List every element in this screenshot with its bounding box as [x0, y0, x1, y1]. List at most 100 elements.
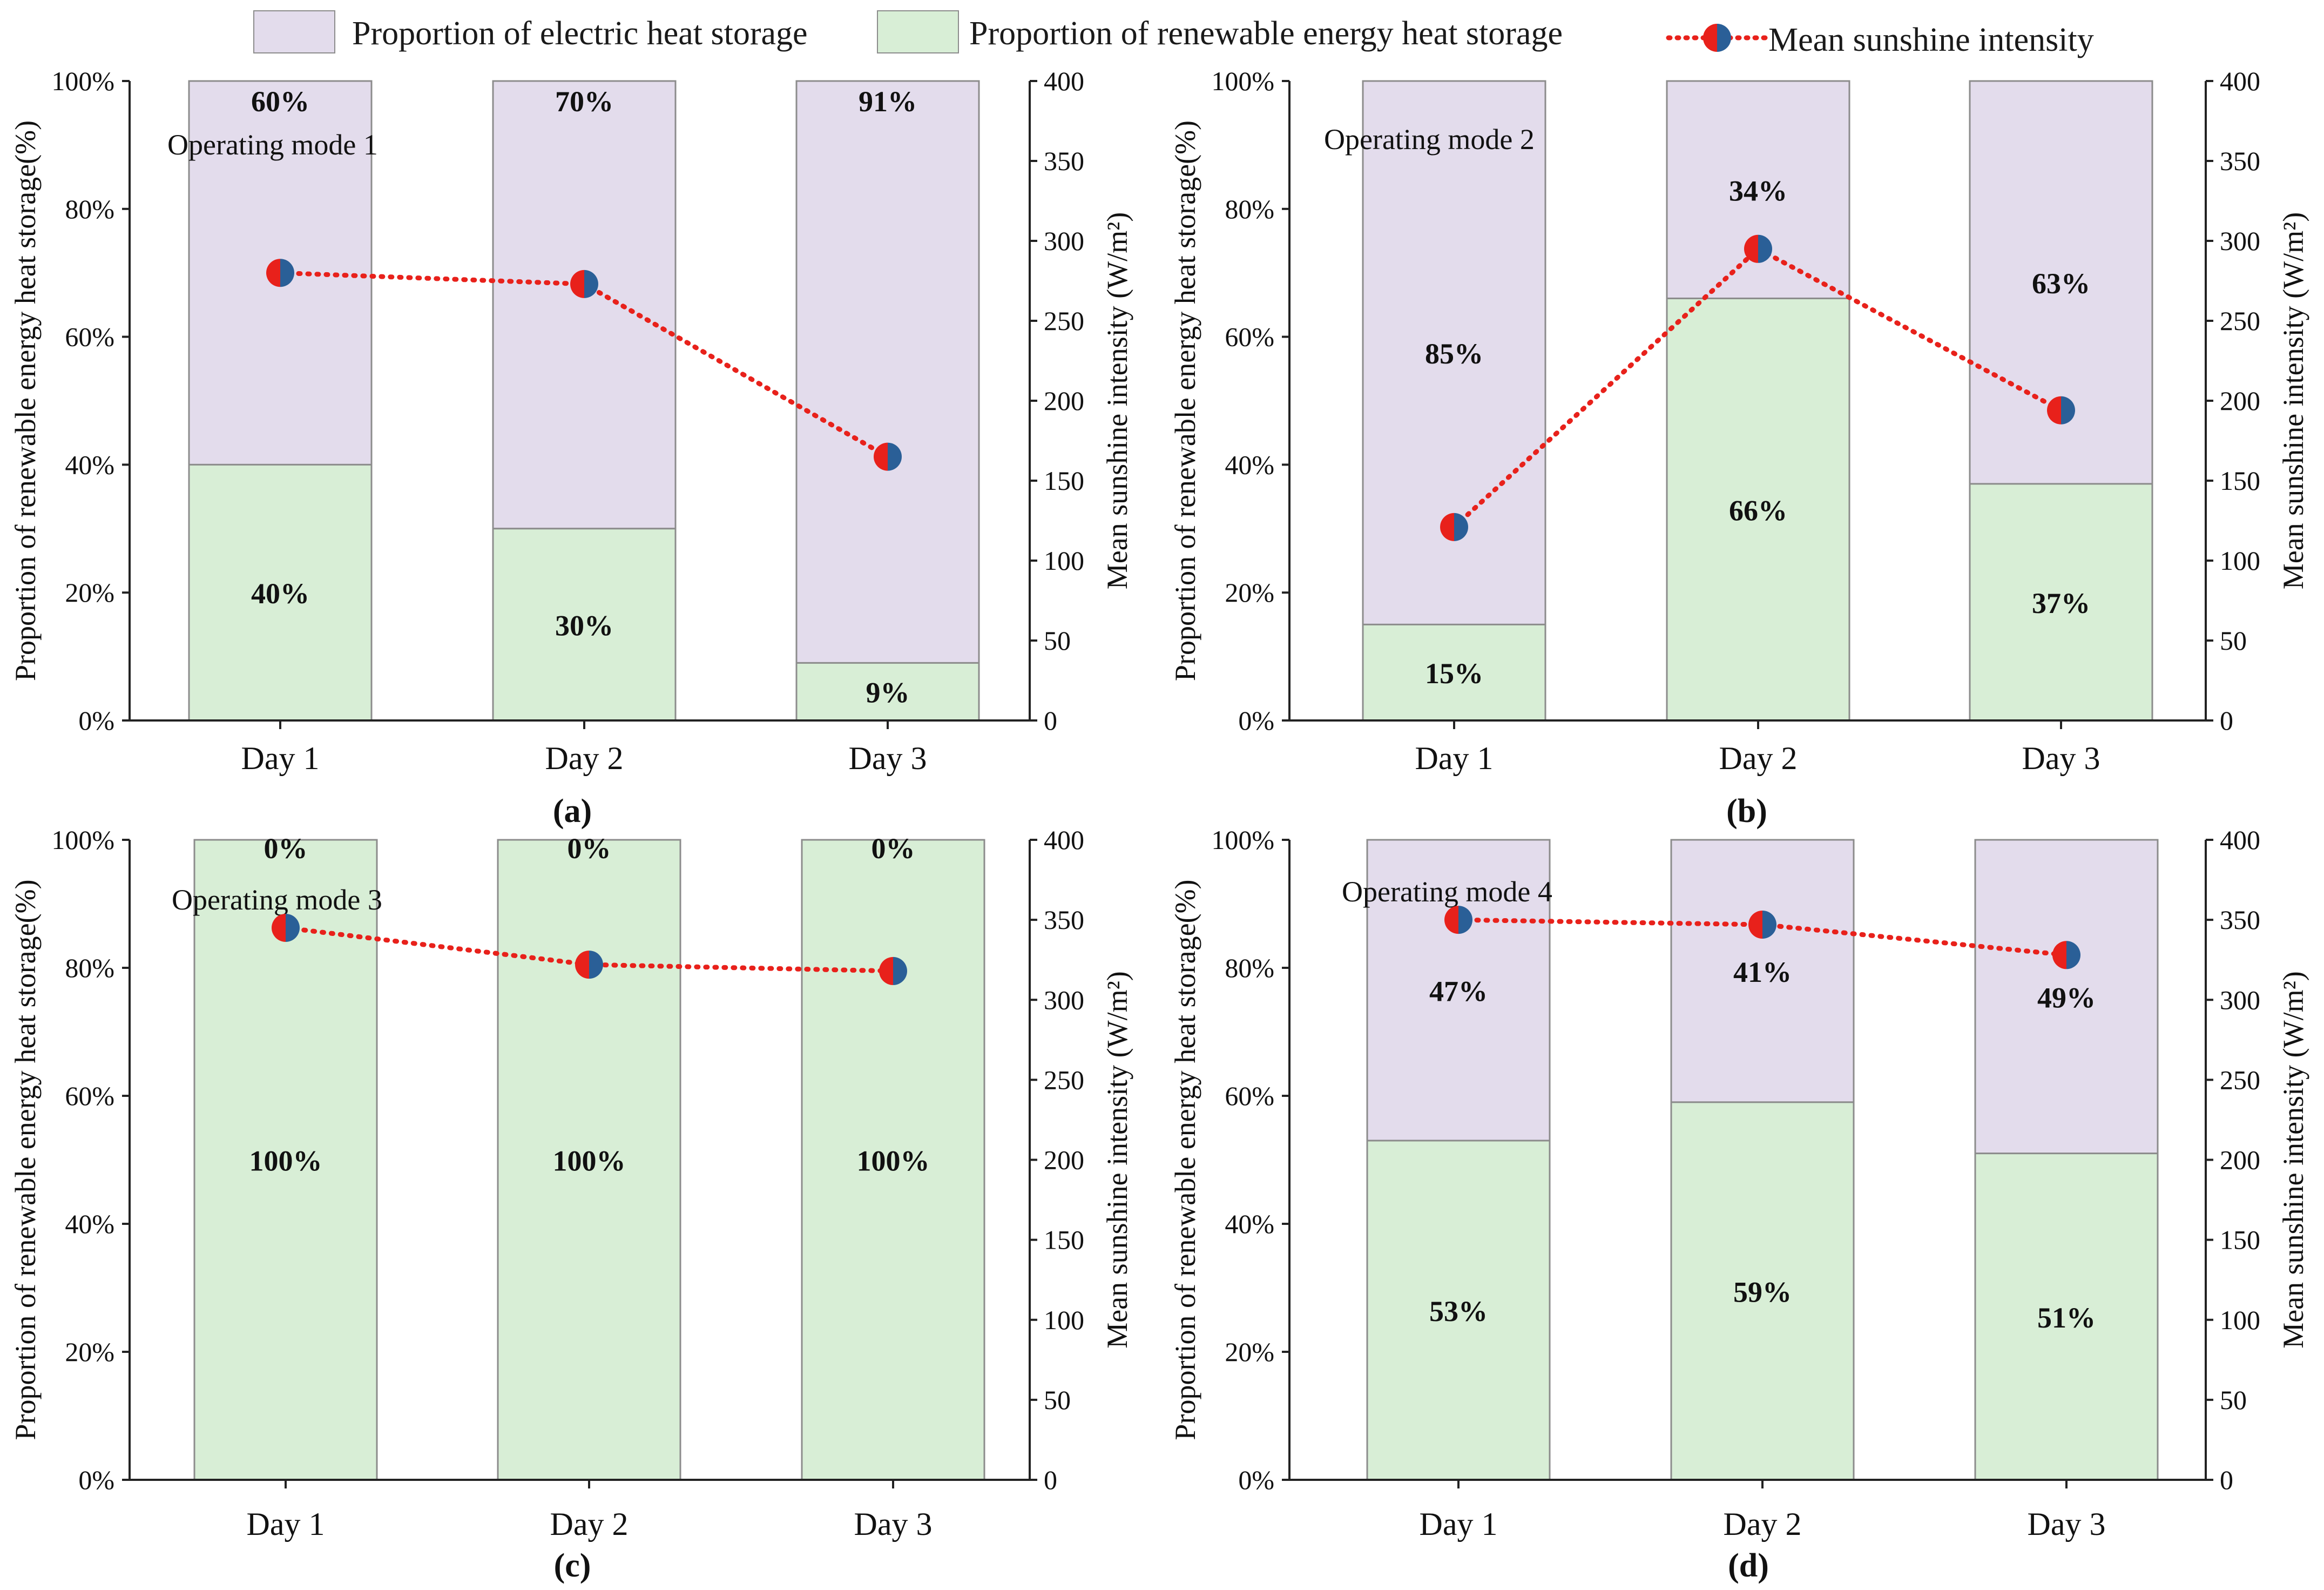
- renewable-bar-label: 9%: [866, 677, 910, 709]
- x-tick-label: Day 1: [247, 1506, 325, 1542]
- renewable-bar-label: 37%: [2032, 587, 2090, 619]
- y-tick-label: 100%: [51, 66, 114, 96]
- y2-tick-label: 0: [1044, 705, 1057, 736]
- electric-bar-label: 0%: [264, 832, 308, 865]
- y-tick-label: 80%: [65, 194, 114, 224]
- y-tick-label: 20%: [1225, 577, 1274, 608]
- electric-bar-label: 85%: [1425, 338, 1483, 370]
- y2-tick-label: 50: [1044, 625, 1071, 656]
- legend-sunshine-marker: [1703, 24, 1731, 52]
- y2-tick-label: 50: [2220, 1385, 2247, 1415]
- electric-bar-label: 70%: [555, 85, 613, 118]
- y-tick-label: 100%: [51, 825, 114, 855]
- legend-sunshine-label: Mean sunshine intensity: [1768, 22, 2094, 58]
- renewable-bar-label: 100%: [553, 1145, 626, 1177]
- x-tick-label: Day 3: [849, 740, 927, 776]
- y2-tick-label: 300: [1044, 226, 1084, 256]
- y2-tick-label: 300: [2220, 985, 2260, 1015]
- x-tick-label: Day 2: [550, 1506, 629, 1542]
- y2-tick-label: 200: [2220, 1145, 2260, 1175]
- y2-tick-label: 250: [1044, 1065, 1084, 1095]
- sunshine-point: [1748, 911, 1777, 939]
- renewable-bar-label: 100%: [857, 1145, 930, 1177]
- electric-bar-label: 60%: [251, 85, 309, 118]
- y2-axis-title: Mean sunshine intensity (W/m²): [1101, 971, 1133, 1349]
- y2-tick-label: 400: [2220, 825, 2260, 855]
- y2-tick-label: 350: [2220, 146, 2260, 176]
- sunshine-point: [272, 913, 300, 942]
- electric-bar-label: 49%: [2037, 981, 2096, 1014]
- x-tick-label: Day 1: [241, 740, 320, 776]
- renewable-bar: [801, 839, 985, 1481]
- electric-bar: [795, 80, 980, 664]
- chart-panel: 100% 0% Day 1 100% 0% Day 2 100% 0% Day 3 0% 20% 40…: [9, 825, 1133, 1584]
- operating-mode-label: Operating mode 3: [172, 884, 382, 916]
- operating-mode-label: Operating mode 1: [167, 129, 378, 161]
- chart-panel: 15% 85% Day 1 66% 34% Day 2 37% 63% Day 3 0% 20% 40…: [1169, 66, 2309, 830]
- y2-tick-label: 250: [2220, 1065, 2260, 1095]
- y-tick-label: 60%: [65, 1081, 114, 1111]
- x-tick-label: Day 2: [1719, 740, 1798, 776]
- renewable-bar: [193, 839, 378, 1481]
- y2-tick-label: 300: [1044, 985, 1084, 1015]
- renewable-bar: [795, 662, 980, 722]
- y-tick-label: 80%: [1225, 953, 1274, 983]
- sunshine-point: [2052, 941, 2080, 969]
- y-tick-label: 40%: [65, 449, 114, 480]
- panel-label: (d): [1728, 1547, 1769, 1584]
- y2-axis-title: Mean sunshine intensity (W/m²): [2277, 212, 2309, 590]
- y2-axis-title: Mean sunshine intensity (W/m²): [1101, 212, 1133, 590]
- electric-bar-label: 47%: [1429, 975, 1488, 1007]
- legend-renewable-swatch: [877, 10, 959, 53]
- y2-tick-label: 250: [1044, 306, 1084, 336]
- y2-tick-label: 100: [1044, 545, 1084, 576]
- y2-tick-label: 50: [1044, 1385, 1071, 1415]
- electric-bar-label: 34%: [1729, 174, 1787, 207]
- renewable-bar: [497, 839, 681, 1481]
- panel-label: (b): [1726, 793, 1767, 830]
- renewable-bar: [1974, 1153, 2159, 1481]
- y2-tick-label: 400: [1044, 825, 1084, 855]
- renewable-bar: [1362, 623, 1546, 722]
- y2-tick-label: 100: [1044, 1305, 1084, 1335]
- legend-renewable-label: Proportion of renewable energy heat stor…: [969, 15, 1563, 52]
- sunshine-point: [575, 951, 603, 979]
- y-tick-label: 60%: [1225, 1081, 1274, 1111]
- renewable-bar: [492, 528, 677, 722]
- y2-axis-title: Mean sunshine intensity (W/m²): [2277, 971, 2309, 1349]
- y-axis-title: Proportion of renewable energy heat stor…: [1169, 120, 1201, 681]
- renewable-bar-label: 30%: [555, 609, 613, 642]
- y2-tick-label: 350: [2220, 905, 2260, 935]
- y2-tick-label: 0: [2220, 1465, 2233, 1495]
- y2-tick-label: 400: [2220, 66, 2260, 96]
- renewable-bar: [188, 463, 373, 722]
- legend-electric-swatch: [253, 10, 335, 53]
- electric-bar-label: 0%: [872, 832, 915, 865]
- chart-panel: 40% 60% Day 1 30% 70% Day 2 9% 91% Day 3 0% 20% 40%…: [9, 66, 1133, 830]
- renewable-bar-label: 51%: [2037, 1302, 2096, 1334]
- electric-bar: [1974, 839, 2159, 1155]
- operating-mode-label: Operating mode 2: [1324, 123, 1535, 156]
- renewable-bar-label: 53%: [1429, 1295, 1488, 1328]
- sunshine-point: [570, 270, 598, 298]
- y-tick-label: 80%: [65, 953, 114, 983]
- y-axis-title: Proportion of renewable energy heat stor…: [9, 879, 42, 1440]
- y-tick-label: 20%: [65, 1337, 114, 1367]
- y-tick-label: 0%: [78, 1465, 114, 1495]
- sunshine-point: [2047, 396, 2075, 425]
- y2-tick-label: 200: [2220, 386, 2260, 416]
- x-tick-label: Day 2: [1724, 1506, 1802, 1542]
- y2-tick-label: 100: [2220, 1305, 2260, 1335]
- y2-tick-label: 100: [2220, 545, 2260, 576]
- renewable-bar-label: 15%: [1425, 657, 1483, 690]
- y2-tick-label: 150: [2220, 466, 2260, 496]
- y2-tick-label: 250: [2220, 306, 2260, 336]
- electric-bar-label: 91%: [859, 85, 917, 118]
- renewable-bar: [1366, 1140, 1551, 1481]
- chart-panel: 53% 47% Day 1 59% 41% Day 2 51% 49% Day 3 0% 20% 40…: [1169, 825, 2309, 1584]
- y-tick-label: 20%: [1225, 1337, 1274, 1367]
- y2-tick-label: 300: [2220, 226, 2260, 256]
- y-tick-label: 100%: [1211, 66, 1274, 96]
- x-tick-label: Day 3: [854, 1506, 933, 1542]
- sunshine-point: [1440, 513, 1468, 541]
